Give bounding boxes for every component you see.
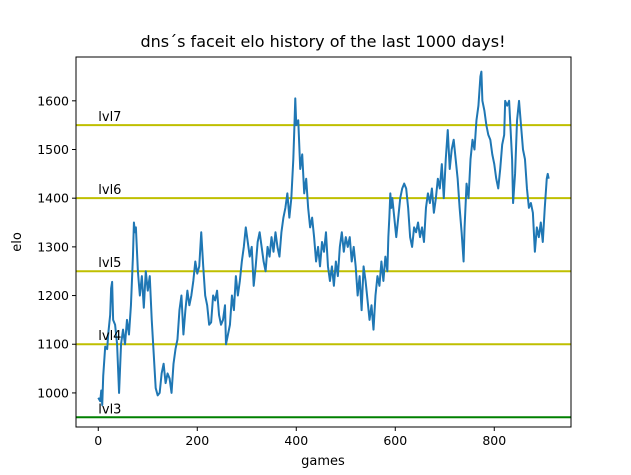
x-axis-label: games <box>301 454 345 469</box>
y-tick-label-1500: 1500 <box>37 142 69 157</box>
x-tick-label-0: 0 <box>94 433 102 448</box>
y-axis-label: elo <box>10 232 25 252</box>
x-tick-label-200: 200 <box>185 433 209 448</box>
x-tick-label-600: 600 <box>383 433 407 448</box>
y-tick-label-1600: 1600 <box>37 93 69 108</box>
plot-frame <box>75 56 572 428</box>
chart-title: dns´s faceit elo history of the last 100… <box>141 32 506 51</box>
y-tick-label-1000: 1000 <box>37 385 69 400</box>
x-axis: 0 200 400 600 800 <box>94 427 506 448</box>
x-tick-label-800: 800 <box>482 433 506 448</box>
y-tick-label-1100: 1100 <box>37 337 69 352</box>
reference-label-lvl4: lvl4 <box>98 329 121 344</box>
x-tick-label-400: 400 <box>284 433 308 448</box>
reference-label-lvl6: lvl6 <box>98 183 121 198</box>
y-tick-label-1200: 1200 <box>37 288 69 303</box>
reference-labels: lvl7 lvl6 lvl5 lvl4 lvl3 <box>98 110 121 417</box>
y-tick-label-1300: 1300 <box>37 239 69 254</box>
elo-series-line <box>97 70 550 407</box>
reference-lines <box>76 124 571 419</box>
reference-label-lvl3: lvl3 <box>98 402 121 417</box>
reference-label-lvl7: lvl7 <box>98 110 121 125</box>
y-tick-label-1400: 1400 <box>37 191 69 206</box>
y-axis: 1000 1100 1200 1300 1400 1500 1600 <box>37 93 76 400</box>
reference-label-lvl5: lvl5 <box>98 256 121 271</box>
